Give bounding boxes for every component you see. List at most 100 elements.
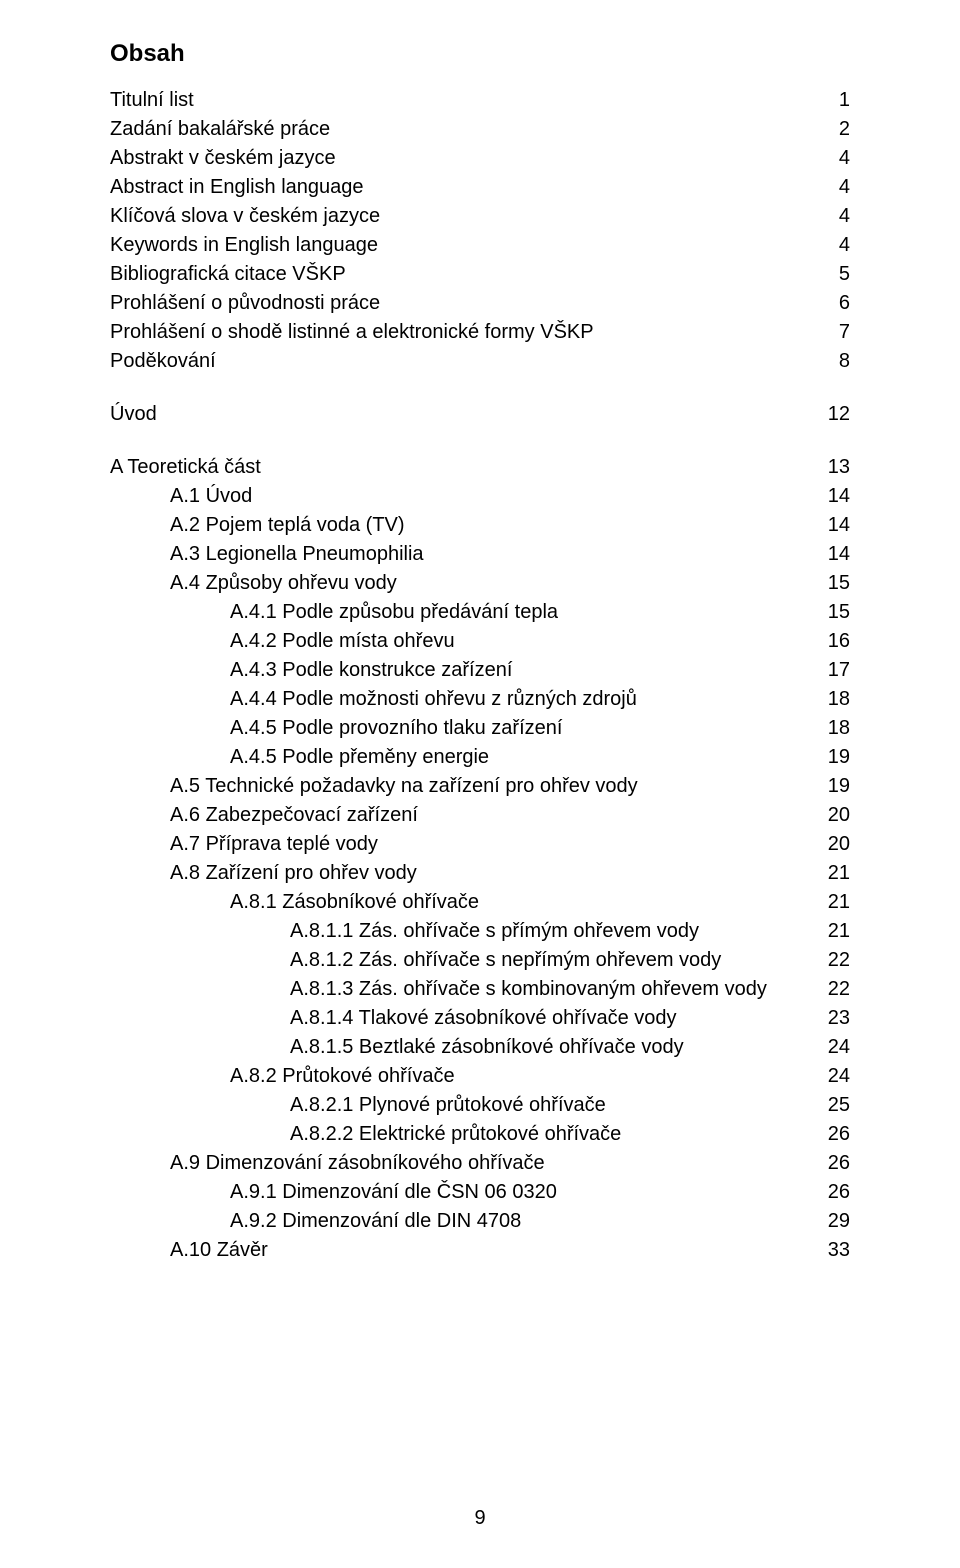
toc-row-label: A.10 Závěr: [110, 1236, 268, 1265]
toc-row-page: 5: [827, 260, 850, 289]
toc-row: A.5 Technické požadavky na zařízení pro …: [110, 772, 850, 801]
page-number: 9: [0, 1507, 960, 1530]
toc-row-page: 6: [827, 289, 850, 318]
toc-row-page: 26: [816, 1120, 850, 1149]
toc-row-page: 14: [816, 482, 850, 511]
toc-row: Zadání bakalářské práce 2: [110, 115, 850, 144]
toc-row-page: 24: [816, 1062, 850, 1091]
toc-row-page: 7: [827, 318, 850, 347]
toc-row-label: A.4.1 Podle způsobu předávání tepla: [110, 598, 558, 627]
toc-row-page: 16: [816, 627, 850, 656]
toc-row: Titulní list 1: [110, 86, 850, 115]
toc-row-label: A.9 Dimenzování zásobníkového ohřívače: [110, 1149, 545, 1178]
toc-row-label: Bibliografická citace VŠKP: [110, 260, 346, 289]
toc-row: A.8 Zařízení pro ohřev vody21: [110, 859, 850, 888]
toc-row-label: A.4.2 Podle místa ohřevu: [110, 627, 455, 656]
toc-row-page: 21: [816, 859, 850, 888]
toc-row: A.8.1.2 Zás. ohřívače s nepřímým ohřevem…: [110, 946, 850, 975]
page-title: Obsah: [110, 40, 850, 68]
toc-row: Abstrakt v českém jazyce4: [110, 144, 850, 173]
toc-row-label: A.9.1 Dimenzování dle ČSN 06 0320: [110, 1178, 557, 1207]
toc-row: A.8.1 Zásobníkové ohřívače21: [110, 888, 850, 917]
toc-row-label: A.4.5 Podle přeměny energie: [110, 743, 489, 772]
toc-row-label: A Teoretická část: [110, 453, 261, 482]
toc-row: Úvod12: [110, 400, 850, 429]
toc-row-page: 33: [816, 1236, 850, 1265]
toc-row-page: 14: [816, 540, 850, 569]
toc-row: A.9 Dimenzování zásobníkového ohřívače 26: [110, 1149, 850, 1178]
toc-row-page: 18: [816, 714, 850, 743]
toc-row-label: A.8.1.5 Beztlaké zásobníkové ohřívače vo…: [110, 1033, 684, 1062]
toc-row-page: 22: [816, 946, 850, 975]
toc-row-page: 14: [816, 511, 850, 540]
toc-row: A.8.2 Průtokové ohřívače 24: [110, 1062, 850, 1091]
document-page: Obsah Titulní list1Zadání bakalářské prá…: [0, 0, 960, 1568]
toc-row-label: A.1 Úvod: [110, 482, 252, 511]
toc-row: A.8.1.5 Beztlaké zásobníkové ohřívače vo…: [110, 1033, 850, 1062]
toc-row-page: 26: [816, 1149, 850, 1178]
toc-row: Poděkování8: [110, 347, 850, 376]
toc-row-page: 15: [816, 569, 850, 598]
toc-row-label: Titulní list: [110, 86, 194, 115]
toc-row: A.9.2 Dimenzování dle DIN 4708 29: [110, 1207, 850, 1236]
toc-row-label: A.4 Způsoby ohřevu vody: [110, 569, 397, 598]
toc-gap: [110, 376, 850, 400]
toc-row-label: A.3 Legionella Pneumophilia: [110, 540, 424, 569]
toc-row-label: A.8.2.2 Elektrické průtokové ohřívače: [110, 1120, 621, 1149]
toc-row-page: 15: [816, 598, 850, 627]
toc-row-label: A.4.3 Podle konstrukce zařízení: [110, 656, 512, 685]
toc-row: Abstract in English language4: [110, 173, 850, 202]
toc-row-label: A.4.5 Podle provozního tlaku zařízení: [110, 714, 562, 743]
toc-row: A.8.1.3 Zás. ohřívače s kombinovaným ohř…: [110, 975, 850, 1004]
toc-row-page: 4: [827, 173, 850, 202]
toc-row: A.4.5 Podle přeměny energie 19: [110, 743, 850, 772]
toc-row: Klíčová slova v českém jazyce 4: [110, 202, 850, 231]
toc-row-page: 21: [816, 917, 850, 946]
toc-row: A.4 Způsoby ohřevu vody 15: [110, 569, 850, 598]
toc-row: A.4.5 Podle provozního tlaku zařízení 18: [110, 714, 850, 743]
toc-row: A.4.2 Podle místa ohřevu 16: [110, 627, 850, 656]
toc-row-label: A.7 Příprava teplé vody: [110, 830, 378, 859]
toc-row-label: A.8.1.2 Zás. ohřívače s nepřímým ohřevem…: [110, 946, 721, 975]
toc-gap: [110, 429, 850, 453]
toc-row-label: Keywords in English language: [110, 231, 378, 260]
toc-row: A.4.3 Podle konstrukce zařízení 17: [110, 656, 850, 685]
toc-row-label: Klíčová slova v českém jazyce: [110, 202, 380, 231]
toc-row-label: A.8.1.3 Zás. ohřívače s kombinovaným ohř…: [110, 975, 767, 1004]
toc-row-label: Zadání bakalářské práce: [110, 115, 330, 144]
toc-row-page: 21: [816, 888, 850, 917]
toc-row-label: A.9.2 Dimenzování dle DIN 4708: [110, 1207, 521, 1236]
toc-row-label: A.8.2 Průtokové ohřívače: [110, 1062, 455, 1091]
toc-row-page: 17: [816, 656, 850, 685]
toc-row: A.7 Příprava teplé vody 20: [110, 830, 850, 859]
toc-row: A.10 Závěr 33: [110, 1236, 850, 1265]
toc-row-page: 29: [816, 1207, 850, 1236]
toc-row-label: A.4.4 Podle možnosti ohřevu z různých zd…: [110, 685, 637, 714]
toc-row: Prohlášení o shodě listinné a elektronic…: [110, 318, 850, 347]
toc-row-label: A.2 Pojem teplá voda (TV): [110, 511, 405, 540]
toc-row: A.8.2.2 Elektrické průtokové ohřívače 26: [110, 1120, 850, 1149]
toc-row-page: 20: [816, 830, 850, 859]
toc-row-page: 22: [816, 975, 850, 1004]
toc-row-label: Prohlášení o původnosti práce: [110, 289, 380, 318]
toc-row-page: 2: [827, 115, 850, 144]
toc-row-page: 20: [816, 801, 850, 830]
toc-row-label: Úvod: [110, 400, 157, 429]
toc-row-page: 19: [816, 743, 850, 772]
toc-row: A.3 Legionella Pneumophilia 14: [110, 540, 850, 569]
toc-row-page: 25: [816, 1091, 850, 1120]
toc-row-page: 19: [816, 772, 850, 801]
toc-row: A Teoretická část13: [110, 453, 850, 482]
toc-row: A.8.2.1 Plynové průtokové ohřívače 25: [110, 1091, 850, 1120]
toc-row: A.1 Úvod 14: [110, 482, 850, 511]
toc-row: A.8.1.4 Tlakové zásobníkové ohřívače vod…: [110, 1004, 850, 1033]
toc-row-label: A.5 Technické požadavky na zařízení pro …: [110, 772, 638, 801]
toc-row-label: A.6 Zabezpečovací zařízení: [110, 801, 418, 830]
toc-row-page: 4: [827, 202, 850, 231]
toc-row-page: 24: [816, 1033, 850, 1062]
toc-row: A.8.1.1 Zás. ohřívače s přímým ohřevem v…: [110, 917, 850, 946]
toc-row-label: A.8.2.1 Plynové průtokové ohřívače: [110, 1091, 606, 1120]
toc-row-page: 1: [827, 86, 850, 115]
toc-row-page: 23: [816, 1004, 850, 1033]
toc-row: A.4.1 Podle způsobu předávání tepla 15: [110, 598, 850, 627]
